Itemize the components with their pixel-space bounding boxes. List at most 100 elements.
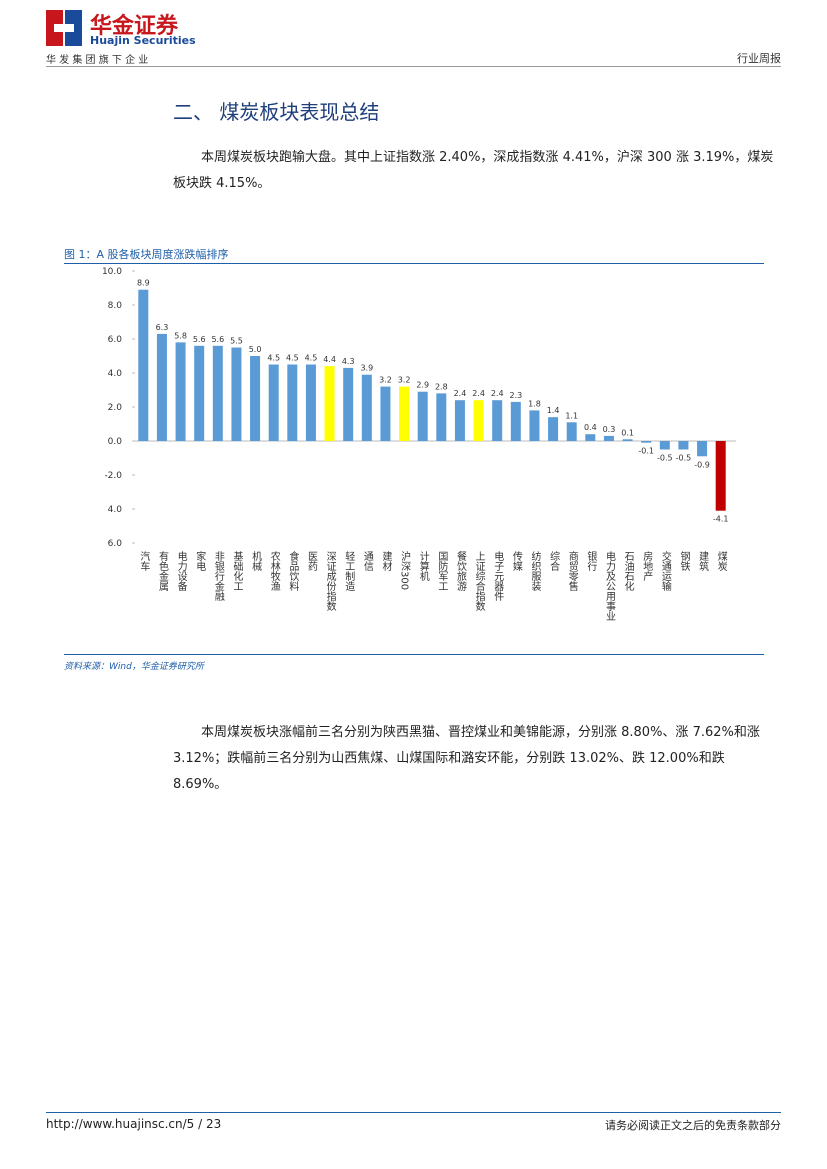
bar: [492, 400, 503, 441]
value-label: 2.3: [509, 391, 522, 400]
value-label: 0.4: [584, 423, 597, 432]
x-tick-label: 医药: [305, 551, 317, 572]
footer-disclaimer: 请务必阅读正文之后的免责条款部分: [605, 1119, 781, 1132]
value-label: -0.5: [676, 454, 692, 463]
bar: [305, 364, 316, 441]
value-label: -0.5: [657, 454, 673, 463]
header-rule: [46, 66, 781, 67]
x-tick-label: 汽车: [138, 550, 150, 572]
bar: [231, 347, 242, 441]
x-tick-label: 通信: [361, 551, 373, 572]
footer-url: http://www.huajinsc.cn/5 / 23: [46, 1117, 222, 1131]
value-label: -0.9: [694, 460, 710, 469]
x-tick-label: 银行: [585, 550, 597, 572]
bar: [156, 333, 167, 441]
y-tick-label: 6.0: [108, 539, 123, 549]
bar: [641, 441, 652, 443]
bar: [678, 441, 689, 450]
bar: [585, 434, 596, 441]
x-tick-label: 建材: [380, 550, 392, 571]
y-tick-label: 6.0: [108, 335, 123, 345]
value-label: 1.1: [565, 411, 578, 420]
x-tick-label: 机械: [250, 550, 262, 572]
bar: [659, 441, 670, 450]
y-tick-label: 2.0: [108, 403, 123, 413]
value-label: 4.5: [305, 354, 318, 363]
bar: [250, 356, 261, 441]
x-tick-label: 房地产: [641, 550, 653, 582]
paragraph: 本周煤炭板块涨幅前三名分别为陕西黑猫、晋控煤业和美锦能源，分别涨 8.80%、涨…: [173, 725, 760, 792]
bar: [138, 289, 149, 441]
bar: [175, 342, 186, 441]
x-tick-label: 农林牧渔: [268, 550, 280, 592]
bar: [324, 366, 335, 441]
bar: [473, 400, 484, 441]
value-label: 8.9: [137, 279, 150, 288]
bar: [548, 417, 559, 441]
value-label: 3.2: [398, 376, 411, 385]
x-tick-label: 综合: [548, 550, 560, 572]
bar: [436, 393, 447, 441]
section-title: 二、 煤炭板块表现总结: [173, 100, 380, 124]
y-tick-label: 4.0: [108, 369, 123, 379]
value-label: 5.6: [193, 335, 206, 344]
x-tick-label: 深证成份指数: [324, 551, 336, 612]
x-tick-label: 传媒: [510, 551, 522, 572]
bar: [194, 345, 205, 441]
x-tick-label: 电力及公用事业: [603, 550, 615, 621]
figure-title: 图 1：A 股各板块周度涨跌幅排序: [64, 248, 229, 261]
bar: [622, 439, 633, 441]
x-tick-label: 基础化工: [231, 550, 243, 591]
x-tick-label: 交通运输: [659, 550, 671, 592]
value-label: 5.6: [211, 335, 224, 344]
value-label: -0.1: [638, 447, 654, 456]
value-label: 2.9: [416, 381, 429, 390]
x-tick-label: 有色金属: [156, 550, 168, 592]
value-label: 2.4: [454, 389, 467, 398]
bar: [454, 400, 465, 441]
x-tick-label: 商贸零售: [566, 550, 578, 592]
value-label: 5.8: [174, 331, 187, 340]
bar: [697, 441, 708, 457]
value-label: 2.8: [435, 382, 448, 391]
paragraph: 本周煤炭板块跑输大盘。其中上证指数涨 2.40%，深成指数涨 4.41%，沪深 …: [173, 150, 774, 191]
value-label: 5.0: [249, 345, 262, 354]
logo-cn: 华金证券: [90, 14, 179, 39]
value-label: 6.3: [156, 323, 169, 332]
footer-rule: [46, 1112, 781, 1113]
value-label: 4.4: [323, 355, 336, 364]
value-label: 0.1: [621, 428, 634, 437]
source: 资料来源：Wind，华金证券研究所: [64, 662, 204, 672]
y-tick-label: -2.0: [104, 471, 122, 481]
x-tick-label: 国防军工: [436, 551, 448, 591]
bar: [529, 410, 540, 441]
bar: [343, 367, 354, 441]
x-tick-label: 电力设备: [175, 550, 187, 592]
value-label: 1.8: [528, 399, 541, 408]
bar: [361, 374, 372, 441]
value-label: -4.1: [713, 515, 729, 524]
bar: [268, 364, 279, 441]
y-tick-label: 0.0: [108, 437, 123, 447]
x-tick-label: 石油石化: [622, 551, 634, 591]
x-tick-label: 钢铁: [678, 550, 690, 572]
y-tick-label: 10.0: [102, 267, 122, 277]
value-label: 3.2: [379, 376, 392, 385]
y-tick-label: 4.0: [108, 505, 123, 515]
x-tick-label: 电子元器件: [492, 550, 504, 602]
value-label: 2.4: [491, 389, 504, 398]
value-label: 5.5: [230, 337, 243, 346]
bar: [212, 345, 223, 441]
x-tick-label: 计算机: [417, 550, 429, 582]
report-type: 行业周报: [737, 52, 781, 65]
bar: [417, 391, 428, 441]
bar: [715, 441, 726, 511]
value-label: 4.3: [342, 357, 355, 366]
bar: [380, 386, 391, 441]
value-label: 1.4: [547, 406, 560, 415]
x-tick-label: 沪深300: [399, 550, 411, 590]
slogan: 华 发 集 团 旗 下 企 业: [46, 55, 149, 66]
chart: 10.0 8.0 6.0 4.0 2.0 0.0 -2.0 4.0 6.0 汽车 8.9 有色金属 6.…: [102, 267, 736, 621]
value-label: 0.3: [603, 425, 616, 434]
